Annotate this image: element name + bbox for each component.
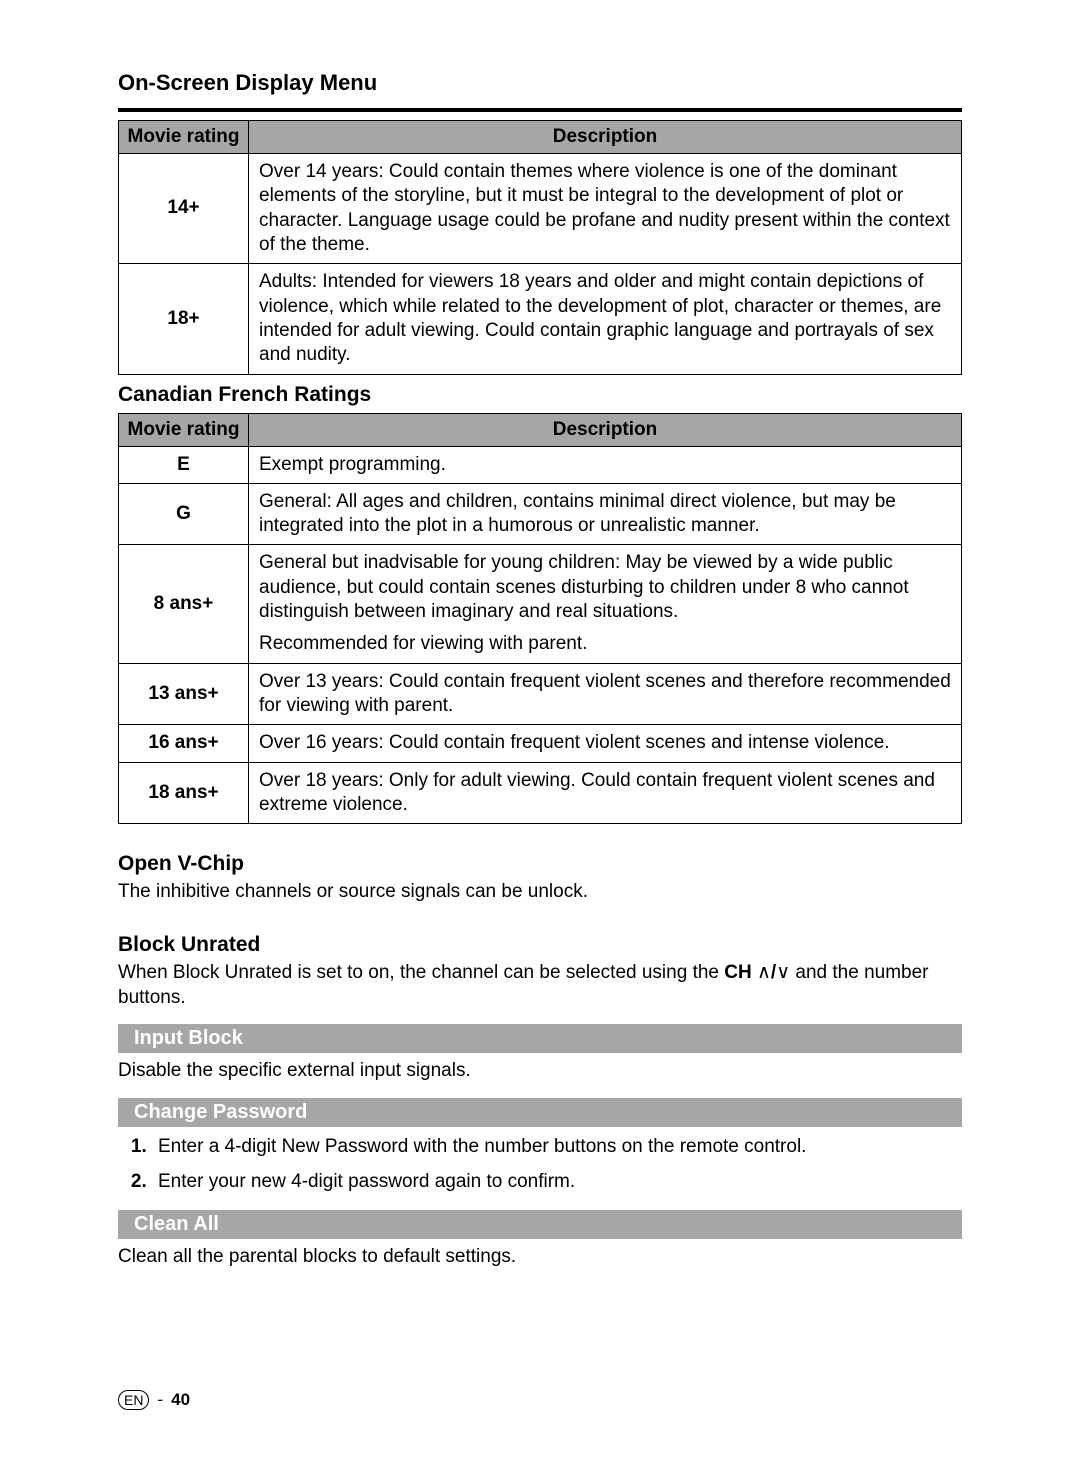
table-row: 14+ Over 14 years: Could contain themes … [119,154,962,264]
rating-cell: 18 ans+ [119,762,249,824]
footer-dash: - [157,1390,163,1410]
rating-cell: 13 ans+ [119,663,249,725]
description-text: General but inadvisable for young childr… [259,551,951,624]
rating-cell: E [119,446,249,483]
change-password-steps: Enter a 4-digit New Password with the nu… [118,1133,962,1196]
page-title: On-Screen Display Menu [118,70,962,96]
input-block-body: Disable the specific external input sign… [118,1059,962,1084]
description-cell: Adults: Intended for viewers 18 years an… [249,264,962,374]
block-unrated-body: When Block Unrated is set to on, the cha… [118,961,962,1010]
chevron-down-icon: ∨ [776,962,790,983]
title-rule [118,108,962,112]
rating-cell: G [119,483,249,545]
table-row: 16 ans+ Over 16 years: Could contain fre… [119,725,962,762]
page-footer: EN - 40 [118,1390,962,1410]
chevron-up-icon: ∧ [757,962,771,983]
description-cell: General but inadvisable for young childr… [249,545,962,663]
description-cell: Over 13 years: Could contain frequent vi… [249,663,962,725]
open-vchip-heading: Open V-Chip [118,852,962,876]
rating-cell: 8 ans+ [119,545,249,663]
table-row: 8 ans+ General but inadvisable for young… [119,545,962,663]
step-item: Enter a 4-digit New Password with the nu… [152,1133,962,1162]
rating-cell: 16 ans+ [119,725,249,762]
description-cell: Over 16 years: Could contain frequent vi… [249,725,962,762]
clean-all-body: Clean all the parental blocks to default… [118,1245,962,1270]
ratings-table-french: Movie rating Description E Exempt progra… [118,413,962,825]
table-row: 13 ans+ Over 13 years: Could contain fre… [119,663,962,725]
description-text: Recommended for viewing with parent. [259,632,951,656]
body-text-pre: When Block Unrated is set to on, the cha… [118,962,724,983]
ratings-table-english: Movie rating Description 14+ Over 14 yea… [118,120,962,375]
table-row: G General: All ages and children, contai… [119,483,962,545]
description-cell: Over 18 years: Only for adult viewing. C… [249,762,962,824]
change-password-bar: Change Password [118,1098,962,1127]
step-item: Enter your new 4-digit password again to… [152,1168,962,1197]
table-header-description: Description [249,121,962,154]
open-vchip-body: The inhibitive channels or source signal… [118,880,962,905]
table-row: 18+ Adults: Intended for viewers 18 year… [119,264,962,374]
description-cell: General: All ages and children, contains… [249,483,962,545]
rating-cell: 14+ [119,154,249,264]
document-page: On-Screen Display Menu Movie rating Desc… [0,0,1080,1470]
table-header-description: Description [249,413,962,446]
table-header-rating: Movie rating [119,413,249,446]
table-row: E Exempt programming. [119,446,962,483]
rating-cell: 18+ [119,264,249,374]
clean-all-bar: Clean All [118,1210,962,1239]
description-cell: Exempt programming. [249,446,962,483]
description-cell: Over 14 years: Could contain themes wher… [249,154,962,264]
language-badge: EN [118,1390,149,1410]
block-unrated-heading: Block Unrated [118,933,962,957]
ch-label: CH [724,962,751,983]
table-row: 18 ans+ Over 18 years: Only for adult vi… [119,762,962,824]
input-block-bar: Input Block [118,1024,962,1053]
canadian-french-heading: Canadian French Ratings [118,383,962,407]
page-number: 40 [171,1390,190,1410]
table-header-rating: Movie rating [119,121,249,154]
